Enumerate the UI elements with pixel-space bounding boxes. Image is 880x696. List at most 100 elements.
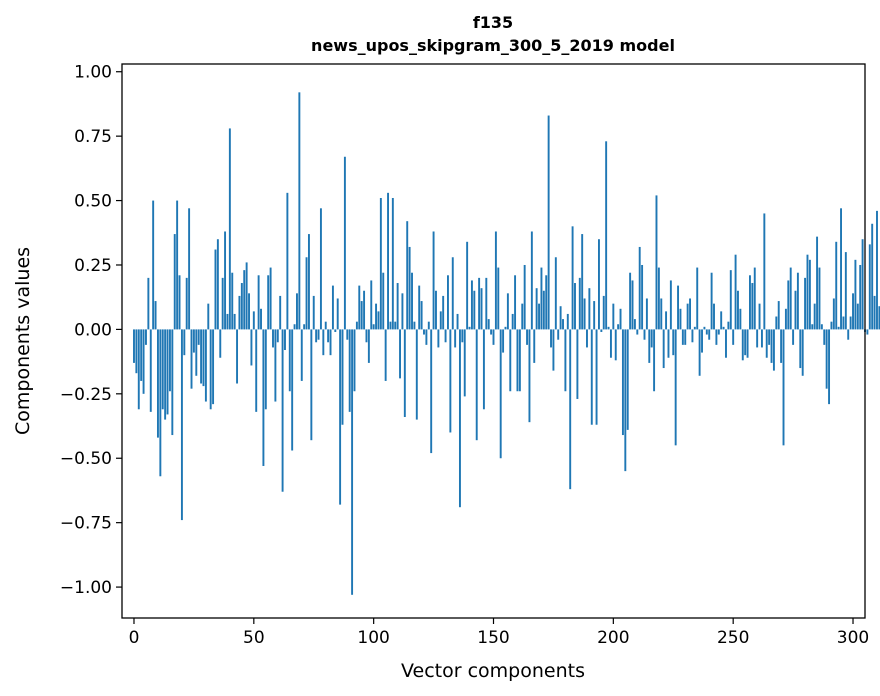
bar <box>655 195 658 330</box>
bar <box>624 329 627 472</box>
bar <box>432 231 435 330</box>
bar <box>480 288 483 330</box>
bar <box>763 213 766 330</box>
x-axis-ticks: 0 50 100 150 200 250 300 <box>129 618 869 648</box>
bar <box>327 329 330 343</box>
bar <box>605 141 608 330</box>
bar <box>542 290 545 330</box>
y-tick-label: −0.25 <box>60 385 112 405</box>
bar <box>420 301 423 330</box>
bar <box>636 329 639 335</box>
x-tick-label: 100 <box>357 628 389 648</box>
bar <box>248 293 250 330</box>
bar <box>147 277 150 330</box>
bar <box>140 329 143 381</box>
bar <box>490 329 493 335</box>
bar <box>406 221 409 330</box>
bar <box>343 156 346 330</box>
bar <box>281 329 284 492</box>
y-tick-label: 0.00 <box>74 320 112 340</box>
bar <box>667 329 670 358</box>
bar <box>823 329 826 345</box>
bar <box>236 329 239 384</box>
bar <box>725 329 727 358</box>
bar <box>449 329 452 433</box>
bar <box>379 197 382 330</box>
bar <box>746 329 749 358</box>
bar <box>693 326 696 330</box>
bar <box>360 301 363 330</box>
bar <box>322 329 325 356</box>
bar <box>161 329 164 410</box>
bar <box>514 275 517 330</box>
bar <box>233 313 236 330</box>
bar <box>171 329 174 436</box>
bar <box>389 321 392 330</box>
bar <box>696 267 699 330</box>
bar <box>264 329 267 410</box>
bar <box>835 241 838 330</box>
bar <box>801 329 804 376</box>
bar <box>703 326 706 330</box>
bar <box>411 272 413 330</box>
bar <box>638 246 641 330</box>
bar <box>849 316 852 330</box>
bar <box>717 329 720 335</box>
bar <box>408 246 411 330</box>
bar <box>684 329 687 345</box>
bar <box>135 329 138 374</box>
bar <box>756 329 759 348</box>
bar <box>820 324 823 330</box>
bar <box>550 329 552 348</box>
y-tick-label: 0.75 <box>74 127 112 147</box>
bar <box>557 329 560 340</box>
bar <box>813 303 816 330</box>
bar <box>168 329 171 392</box>
bar <box>588 288 591 330</box>
bar <box>612 303 615 330</box>
bar <box>413 321 416 330</box>
bar <box>787 280 790 330</box>
bar <box>204 329 207 402</box>
bar <box>768 329 771 345</box>
bar <box>437 329 440 348</box>
bar <box>197 329 200 345</box>
bar <box>576 329 579 399</box>
bar <box>751 283 754 330</box>
bar <box>243 270 246 330</box>
y-axis-label: Components values <box>12 247 34 435</box>
bar <box>439 311 442 330</box>
bar <box>260 308 262 330</box>
bar <box>231 272 234 330</box>
bar <box>832 298 835 330</box>
bar <box>312 295 315 330</box>
x-tick-label: 0 <box>129 628 140 648</box>
bar <box>830 321 833 330</box>
bar <box>669 280 672 330</box>
bar <box>497 267 500 330</box>
bar <box>470 280 473 330</box>
bar <box>291 329 294 451</box>
bar <box>482 329 485 410</box>
bar <box>856 303 859 330</box>
bar <box>221 277 224 330</box>
bar <box>219 329 222 358</box>
bar <box>854 259 857 330</box>
bar <box>401 293 404 330</box>
bar <box>538 303 540 330</box>
bar <box>300 329 303 381</box>
bar <box>164 329 167 420</box>
bar <box>653 329 656 392</box>
bar <box>729 270 732 330</box>
bar <box>214 249 217 330</box>
bar <box>775 316 778 330</box>
bar <box>511 313 514 330</box>
bar <box>847 329 850 340</box>
bar <box>358 285 361 330</box>
bar <box>382 272 385 330</box>
bar <box>331 285 334 330</box>
bar <box>185 277 188 330</box>
bar <box>760 329 763 348</box>
bar <box>739 308 742 330</box>
bar <box>715 329 718 345</box>
